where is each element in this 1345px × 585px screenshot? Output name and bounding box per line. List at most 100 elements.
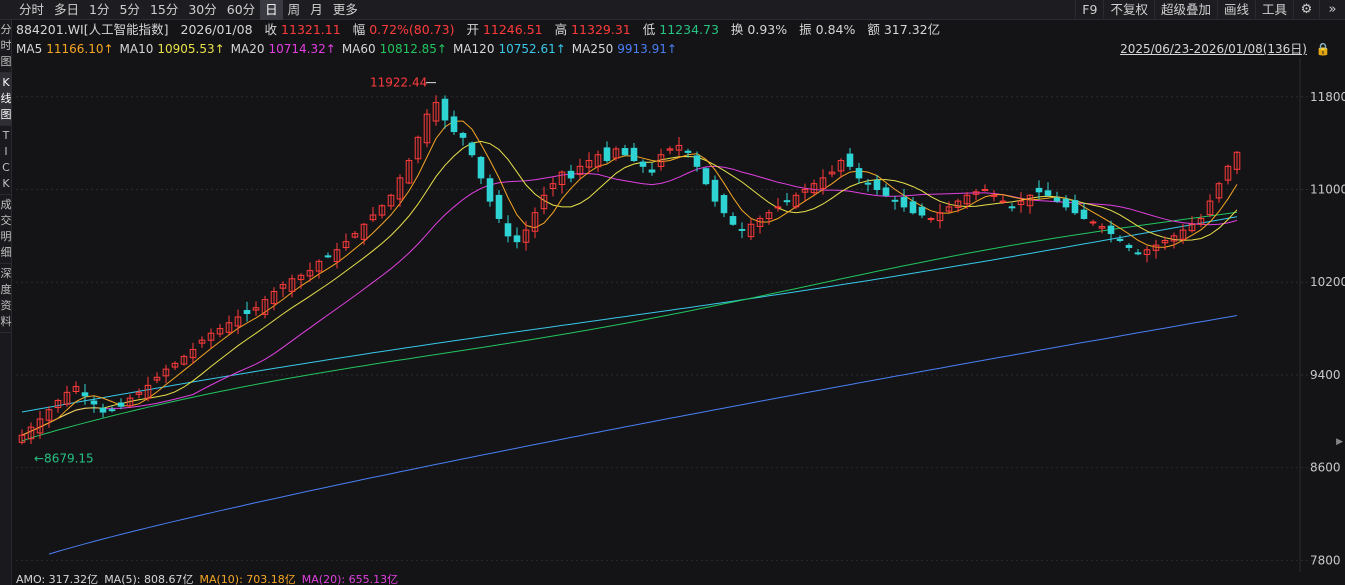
amo-item-3: MA(20): 655.13亿 (301, 574, 399, 585)
candle-body-8 (90, 400, 98, 405)
candle-body-4 (54, 399, 62, 409)
candle-body-25 (243, 309, 251, 315)
period-tab-2[interactable]: 1分 (89, 2, 110, 17)
period-tab-8[interactable]: 周 (287, 2, 301, 17)
tool-0[interactable]: F9 (1075, 0, 1103, 20)
candle-body-29 (279, 284, 287, 289)
candle-body-79 (729, 216, 737, 225)
candle-body-36 (342, 241, 350, 249)
candle-body-42 (396, 177, 404, 200)
candle-body-72 (666, 148, 674, 151)
candle-body-18 (180, 355, 188, 365)
candle-body-107 (981, 189, 989, 191)
candle-body-13 (135, 391, 143, 395)
ma120-line (21, 216, 1238, 413)
amo-legend: AMO: 317.32亿 MA(5): 808.67亿 MA(10): 703.18… (16, 574, 404, 585)
period-tab-0[interactable]: 分时 (19, 2, 45, 17)
candle-body-33 (315, 260, 323, 272)
period-tab-6[interactable]: 60分 (226, 2, 256, 17)
candle-body-128 (1170, 235, 1178, 242)
candle-body-130 (1188, 223, 1196, 232)
ma250-line (48, 315, 1238, 555)
candle-body-95 (873, 179, 881, 190)
period-tab-4[interactable]: 15分 (149, 2, 179, 17)
scroll-right-icon[interactable]: ▶ (1336, 437, 1343, 447)
candle-body-97 (891, 199, 899, 202)
candle-body-83 (765, 212, 773, 220)
period-tab-3[interactable]: 5分 (119, 2, 140, 17)
period-tab-7[interactable]: 日 (260, 0, 283, 20)
candle-body-24 (234, 316, 242, 327)
candle-body-70 (648, 169, 656, 173)
candle-body-27 (261, 299, 269, 315)
candle-body-123 (1125, 244, 1133, 248)
candle-body-20 (198, 339, 206, 344)
candle-body-85 (783, 200, 791, 203)
quote-change: 幅 0.72%(80.73) (352, 22, 455, 37)
period-tab-1[interactable]: 多日 (54, 2, 80, 17)
candle-body-28 (270, 291, 278, 305)
toolbar-tools: F9 不复权 超级叠加 画线 工具 ⚙» (1075, 0, 1345, 20)
y-tick-label-0: 7800 (1310, 553, 1341, 567)
candle-body-101 (927, 217, 935, 220)
tool-2[interactable]: 超级叠加 (1153, 0, 1217, 20)
candle-body-69 (639, 161, 647, 167)
date-range[interactable]: 2025/06/23-2026/01/08(136日) (1120, 42, 1307, 56)
tool-1[interactable]: 不复权 (1103, 0, 1154, 20)
ma-legend: MA5 11166.10↑ MA10 10905.53↑ MA20 10714.32↑ MA… (16, 40, 683, 58)
candle-body-86 (792, 194, 800, 208)
candle-body-122 (1116, 238, 1124, 242)
candle-body-100 (918, 206, 926, 216)
sidebar-tab-3[interactable]: 成交明细 (0, 195, 12, 264)
candle-body-61 (567, 170, 575, 179)
tool-4[interactable]: 工具 (1254, 0, 1293, 20)
period-tab-10[interactable]: 更多 (332, 2, 358, 17)
candle-body-0 (18, 434, 26, 443)
candle-body-127 (1161, 240, 1169, 244)
candle-body-133 (1215, 183, 1223, 199)
period-tab-9[interactable]: 月 (310, 2, 323, 17)
ma-legend-ma10: MA10 10905.53↑ (119, 42, 225, 56)
candle-body-134 (1224, 165, 1232, 181)
candle-body-55 (513, 235, 521, 243)
candle-body-51 (477, 156, 485, 179)
period-tab-5[interactable]: 30分 (188, 2, 217, 17)
candle-body-93 (855, 168, 863, 179)
candle-body-52 (486, 178, 494, 202)
expand-icon[interactable]: » (1319, 0, 1345, 20)
candle-body-15 (153, 376, 161, 381)
lock-icon[interactable]: 🔒 (1315, 42, 1331, 56)
candle-body-108 (990, 194, 998, 197)
quote-low: 低 11234.73 (642, 22, 719, 37)
candle-body-3 (45, 409, 53, 421)
amo-item-1: MA(5): 808.67亿 (104, 574, 194, 585)
candle-body-87 (801, 189, 809, 193)
candle-body-47 (441, 98, 449, 121)
candle-body-46 (432, 102, 440, 122)
candle-body-71 (657, 154, 665, 167)
candle-body-41 (387, 194, 395, 207)
candle-body-89 (819, 177, 827, 189)
tool-3[interactable]: 画线 (1216, 0, 1255, 20)
candle-body-96 (882, 187, 890, 196)
candle-body-35 (333, 249, 341, 263)
gear-icon[interactable]: ⚙ (1293, 0, 1319, 20)
quote-open: 开 11246.51 (466, 22, 543, 37)
candle-body-92 (846, 153, 854, 167)
candle-body-38 (360, 223, 368, 240)
y-tick-label-2: 9400 (1310, 368, 1341, 382)
candle-body-40 (378, 205, 386, 216)
toolbar: 分时 多日 1分 5分 15分 30分 60分日周月更多 F9 不复权 超级叠加 画线 工具 ⚙» (0, 0, 1345, 20)
candle-body-114 (1044, 190, 1052, 196)
candle-body-125 (1143, 249, 1151, 255)
candle-body-106 (972, 191, 980, 195)
ma-legend-ma120: MA120 10752.61↑ (452, 42, 566, 56)
sidebar-tab-4[interactable]: 深度资料 (0, 264, 12, 333)
candle-body-65 (603, 147, 611, 162)
sidebar-tab-0[interactable]: 分时图 (0, 20, 12, 73)
candle-body-34 (324, 255, 332, 258)
